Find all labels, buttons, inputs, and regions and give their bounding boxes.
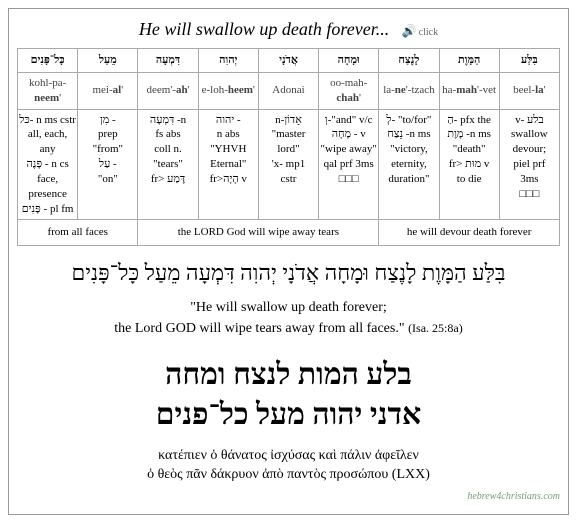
transliteration: beel-la'	[499, 72, 559, 109]
transliteration: deem'-ah'	[138, 72, 198, 109]
title-row: He will swallow up death forever... 🔊cli…	[17, 15, 560, 48]
gloss: וְ-"and" v/cמָחָה - v"wipe away"qal prf …	[319, 109, 379, 220]
gloss: v- בלעswallowdevour;piel prf3ms□□□	[499, 109, 559, 220]
hebrew-word: מֵעַל	[78, 49, 138, 73]
scripture-reference: (Isa. 25:8a)	[408, 321, 463, 335]
block-hebrew-line1: בלע המות לנצח ומחה	[165, 358, 412, 391]
transliteration: ha-mah'-vet	[439, 72, 499, 109]
english-translation: "He will swallow up death forever; the L…	[17, 292, 560, 343]
transliteration: Adonai	[258, 72, 318, 109]
phrase-translation: the LORD God will wipe away tears	[138, 220, 379, 246]
audio-label[interactable]: click	[419, 27, 438, 38]
transliteration: la-ne'-tzach	[379, 72, 439, 109]
gloss-row: כּל- n ms cstrall, each, anyפָּנֶה - n c…	[18, 109, 560, 220]
gloss: מִן -prep"from"עַל -"on"	[78, 109, 138, 220]
transliteration: oo-mah-chah'	[319, 72, 379, 109]
gloss: דִּמְעָה -nfs abscoll n."tears"fr> דֶּמַ…	[138, 109, 198, 220]
phrase-translation-row: from all facesthe LORD God will wipe awa…	[18, 220, 560, 246]
greek-lxx: κατέπιεν ὁ θάνατος ἰσχύσας καὶ πάλιν ἀφε…	[17, 442, 560, 487]
gloss: יהוה -n abs"YHVHEternal"fr>הָיָה v	[198, 109, 258, 220]
hebrew-word-row: כָּל־פָּנִיםמֵעַלדִּמְעָהיְהוִהאֲדֹנָיוּ…	[18, 49, 560, 73]
hebrew-word: בִּלַּע	[499, 49, 559, 73]
hebrew-word: הַמָּוֶת	[439, 49, 499, 73]
english-line1: "He will swallow up death forever;	[190, 300, 387, 315]
hebrew-word: אֲדֹנָי	[258, 49, 318, 73]
greek-line1: κατέπιεν ὁ θάνατος ἰσχύσας καὶ πάλιν ἀφε…	[158, 448, 419, 463]
hebrew-word: דִּמְעָה	[138, 49, 198, 73]
transliteration: mei-al'	[78, 72, 138, 109]
greek-line2: ὁ θεὸς πᾶν δάκρυον ἀπὸ παντὸς προσώπου (…	[147, 467, 430, 482]
large-hebrew-block: בלע המות לנצח ומחה אדני יהוה מעל כל־פנים	[17, 343, 560, 442]
credit-link[interactable]: hebrew4christians.com	[17, 487, 560, 502]
audio-icon[interactable]: 🔊	[402, 24, 417, 39]
hebrew-word: וּמָחָה	[319, 49, 379, 73]
gloss: n-אָדוֹן"masterlord"'x- mp1cstr	[258, 109, 318, 220]
gloss: הַ- pfx theמָוֶת -n ms"death"fr> מוּת vt…	[439, 109, 499, 220]
transliteration: e-loh-heem'	[198, 72, 258, 109]
title-text: He will swallow up death forever...	[139, 19, 389, 39]
gloss: לְ- "to/for"נֵצַח -n ms"victory,eternity…	[379, 109, 439, 220]
hebrew-word: כָּל־פָּנִים	[18, 49, 78, 73]
hebrew-word: יְהוִה	[198, 49, 258, 73]
interlinear-table: כָּל־פָּנִיםמֵעַלדִּמְעָהיְהוִהאֲדֹנָיוּ…	[17, 48, 560, 246]
gloss: כּל- n ms cstrall, each, anyפָּנֶה - n c…	[18, 109, 78, 220]
phrase-translation: from all faces	[18, 220, 138, 246]
verse-analysis-card: He will swallow up death forever... 🔊cli…	[8, 8, 569, 515]
transliteration: kohl-pa-neem'	[18, 72, 78, 109]
english-line2: the Lord GOD will wipe tears away from a…	[114, 321, 404, 336]
phrase-translation: he will devour death forever	[379, 220, 560, 246]
full-hebrew-verse: בִּלַּע הַמָּוֶת לָנֶצַח וּמָחָה אֲדֹנָי…	[17, 246, 560, 292]
block-hebrew-line2: אדני יהוה מעל כל־פנים	[156, 398, 422, 431]
transliteration-row: kohl-pa-neem'mei-al'deem'-ah'e-loh-heem'…	[18, 72, 560, 109]
hebrew-word: לָנֶצַח	[379, 49, 439, 73]
